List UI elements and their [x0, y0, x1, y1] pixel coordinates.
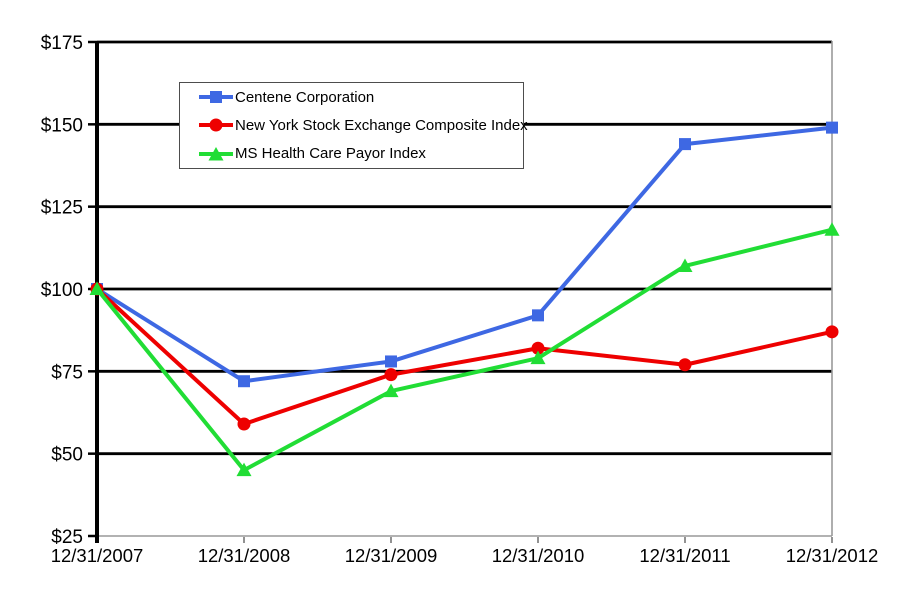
legend-item-centene: Centene Corporation [199, 83, 523, 111]
x-tick-label: 12/31/2011 [639, 545, 730, 566]
legend-square-marker-icon [199, 91, 233, 104]
y-tick-label: $50 [51, 445, 83, 466]
series-line-1 [95, 287, 834, 427]
data-marker-circle [678, 358, 692, 372]
x-tick-label: 12/31/2007 [51, 545, 144, 566]
data-marker-triangle [677, 258, 693, 272]
data-marker-triangle [824, 222, 840, 236]
legend: Centene Corporation New York Stock Excha… [179, 82, 528, 169]
legend-label-ms-payor: MS Health Care Payor Index [235, 145, 426, 163]
data-marker-triangle [89, 281, 105, 295]
legend-item-nyse: New York Stock Exchange Composite Index [199, 111, 528, 139]
y-tick-label: $75 [51, 362, 83, 383]
legend-label-centene: Centene Corporation [235, 88, 375, 106]
series-line-0 [95, 125, 834, 384]
y-tick-label: $150 [41, 115, 83, 136]
data-marker-circle [531, 341, 545, 355]
series-line-2 [95, 227, 834, 473]
y-tick-label: $125 [41, 198, 83, 219]
data-marker-triangle [383, 383, 399, 398]
y-tick-label: $175 [41, 33, 83, 54]
legend-circle-marker-icon [199, 118, 233, 132]
data-marker-triangle [236, 462, 252, 477]
x-tick-label: 12/31/2010 [492, 545, 585, 566]
data-marker-square [826, 121, 838, 134]
data-marker-triangle [530, 350, 546, 365]
data-marker-square [385, 355, 397, 368]
x-tick-label: 12/31/2008 [198, 545, 291, 566]
legend-item-ms-payor: MS Health Care Payor Index [199, 140, 523, 168]
y-tick-label: $25 [51, 527, 83, 548]
legend-label-nyse: New York Stock Exchange Composite Index [235, 116, 528, 134]
data-marker-circle [237, 417, 251, 431]
data-marker-square [532, 309, 544, 322]
x-tick-label: 12/31/2012 [786, 545, 879, 566]
data-marker-circle [384, 368, 398, 382]
data-marker-circle [825, 325, 839, 339]
legend-triangle-marker-icon [199, 146, 233, 161]
x-tick-label: 12/31/2009 [345, 545, 438, 566]
data-marker-square [679, 138, 691, 151]
y-tick-label: $100 [41, 280, 83, 301]
data-marker-square [238, 375, 250, 388]
